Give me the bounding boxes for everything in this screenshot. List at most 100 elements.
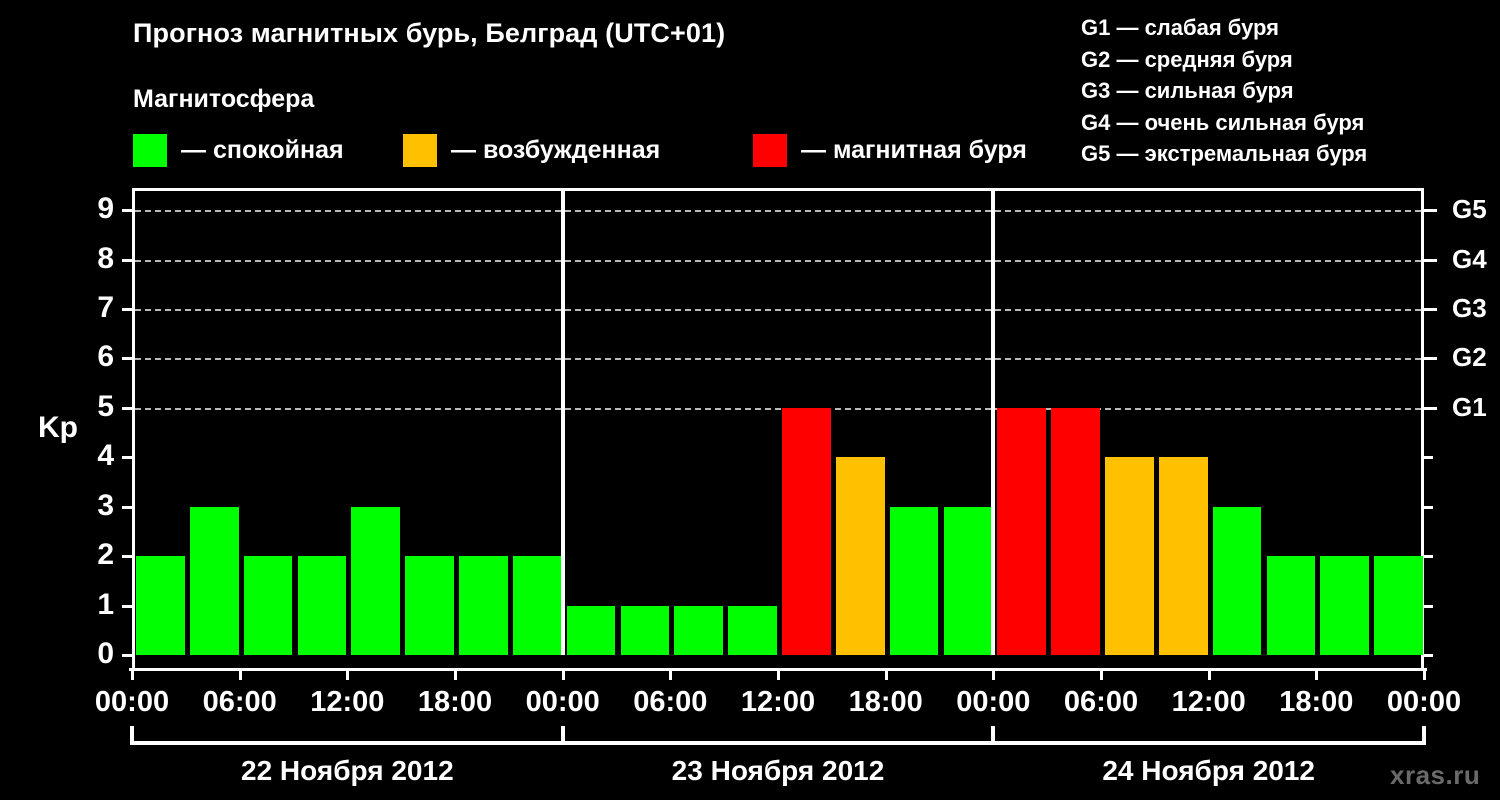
bar-kp (620, 605, 670, 655)
day-label: 22 Ноября 2012 (241, 755, 454, 786)
x-tick (561, 668, 565, 680)
y-tick-2 (122, 555, 135, 559)
y-tick-4 (122, 456, 135, 460)
day-bracket (993, 741, 1424, 745)
g-tick-G4 (1424, 258, 1437, 262)
x-tick (669, 668, 673, 680)
g-tick-G5 (1424, 209, 1437, 213)
bar-kp (1212, 506, 1262, 655)
x-tick (454, 668, 457, 680)
bar-series (132, 188, 1424, 655)
bar-kp (889, 506, 939, 655)
x-tick-label: 18:00 (1279, 686, 1354, 718)
bar-kp (782, 407, 831, 655)
y-tick-label-7: 7 (97, 291, 114, 325)
day-bracket (562, 741, 994, 745)
g-tick-G2 (1424, 357, 1437, 361)
magnetosphere-heading: Магнитосфера (133, 85, 315, 113)
x-tick-label: 00:00 (525, 686, 600, 718)
bar-kp (1105, 457, 1154, 655)
day-divider (991, 188, 996, 655)
x-tick-label: 18:00 (417, 686, 493, 718)
g-tick-minor-1 (1424, 604, 1433, 608)
x-tick-label: 00:00 (1386, 686, 1462, 718)
x-tick-label: 06:00 (1063, 686, 1139, 718)
bar-kp (997, 407, 1047, 655)
bar-kp (1051, 407, 1100, 655)
plot-frame-top (132, 188, 1424, 191)
plot-area (129, 188, 1427, 671)
g-tick-minor-4 (1424, 456, 1433, 460)
y-tick-9 (122, 209, 135, 213)
bar-kp (512, 556, 562, 655)
g-scale-line-g1: G1 — слабая буря (1081, 15, 1280, 40)
y-tick-label-0: 0 (97, 637, 114, 670)
y-tick-label-6: 6 (97, 340, 114, 374)
bar-kp (1158, 457, 1208, 655)
legend-label-storm: — магнитная буря (801, 135, 1027, 164)
red-square-swatch-icon (753, 133, 787, 167)
y-tick-label-1: 1 (97, 587, 114, 621)
x-tick (777, 668, 780, 680)
gridline-kp-5 (135, 407, 1421, 410)
g-label-G5: G5 (1452, 194, 1487, 225)
day-divider (560, 188, 565, 655)
g-label-G2: G2 (1452, 342, 1487, 373)
day-bracket-tick (130, 726, 134, 745)
g-tick-G3 (1424, 308, 1437, 312)
bar-kp (1374, 556, 1423, 655)
g-scale-legend: G1 — слабая буря G2 — средняя буря G3 — … (1081, 12, 1500, 170)
x-tick-label: 06:00 (202, 686, 277, 718)
bar-kp (943, 506, 993, 655)
y-tick-7 (122, 308, 135, 312)
x-tick (884, 668, 888, 680)
g-scale-line-g5: G5 — экстремальная буря (1081, 141, 1368, 166)
y-tick-6 (122, 357, 135, 361)
day-label: 23 Ноября 2012 (671, 755, 885, 786)
x-tick-label: 00:00 (956, 686, 1031, 718)
g-scale-line-g3: G3 — сильная буря (1081, 78, 1294, 103)
bar-kp (1320, 556, 1370, 655)
x-tick (346, 668, 350, 680)
day-bracket (132, 741, 563, 745)
green-square-swatch-icon (133, 133, 167, 167)
y-tick-3 (122, 505, 135, 509)
day-bracket-tick (560, 726, 565, 745)
g-label-G1: G1 (1452, 391, 1487, 422)
bar-kp (405, 556, 454, 655)
x-tick (1207, 668, 1211, 680)
bar-kp (136, 556, 185, 655)
bar-kp (728, 605, 777, 655)
bar-kp (566, 605, 616, 655)
x-tick-label: 12:00 (310, 686, 385, 718)
y-tick-label-9: 9 (97, 192, 114, 226)
orange-square-swatch-icon (403, 133, 437, 167)
y-tick-5 (122, 406, 135, 410)
legend-label-unsettled: — возбужденная (451, 135, 661, 164)
day-label: 24 Ноября 2012 (1102, 755, 1315, 786)
x-tick-label: 12:00 (740, 686, 816, 718)
bar-kp (1266, 556, 1316, 655)
gridline-kp-8 (135, 259, 1421, 262)
legend-item-quiet: — спокойная (133, 132, 344, 168)
y-tick-8 (122, 258, 135, 262)
plot-frame-left (132, 188, 135, 668)
bar-kp (674, 605, 724, 655)
page-title: Прогноз магнитных бурь, Белград (UTC+01) (133, 18, 726, 48)
x-tick (1423, 668, 1426, 680)
day-bracket-tick (1422, 726, 1426, 745)
x-tick (1315, 668, 1319, 680)
magnetosphere-legend: — спокойная — возбужденная — магнитная б… (133, 132, 1033, 168)
x-tick-label: 06:00 (633, 686, 708, 718)
y-tick-1 (122, 604, 135, 608)
g-scale-line-g4: G4 — очень сильная буря (1081, 109, 1365, 135)
legend-label-quiet: — спокойная (181, 135, 344, 164)
y-tick-label-3: 3 (97, 488, 114, 522)
bar-kp (189, 506, 239, 655)
g-tick-minor-3 (1424, 505, 1433, 509)
x-tick (992, 668, 996, 680)
gridline-kp-9 (135, 210, 1421, 213)
x-tick-label: 18:00 (848, 686, 923, 718)
x-tick-label: 12:00 (1171, 686, 1246, 718)
